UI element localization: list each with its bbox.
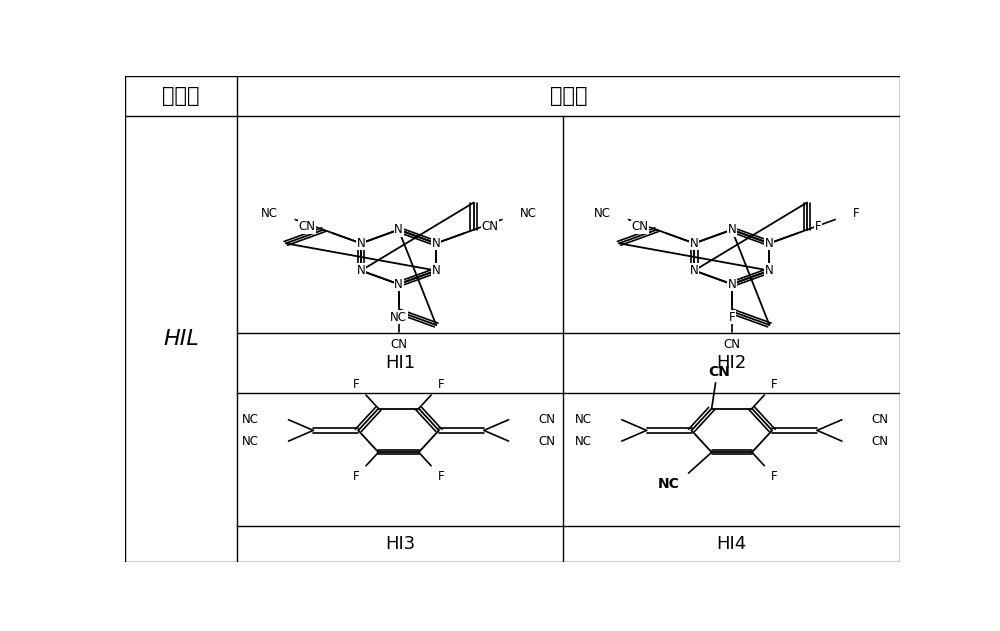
Text: N: N — [432, 237, 441, 250]
Text: CN: CN — [482, 220, 499, 233]
Text: NC: NC — [242, 413, 259, 426]
Text: HIL: HIL — [163, 329, 199, 348]
Text: HI3: HI3 — [385, 534, 415, 553]
Text: N: N — [690, 237, 699, 250]
Text: NC: NC — [658, 477, 680, 491]
Text: CN: CN — [538, 435, 555, 447]
Text: N: N — [727, 223, 736, 236]
Text: NC: NC — [390, 310, 407, 324]
Text: N: N — [765, 264, 774, 277]
Text: 功能层: 功能层 — [162, 86, 200, 105]
Text: CN: CN — [390, 338, 407, 351]
Text: N: N — [394, 223, 403, 236]
Text: CN: CN — [871, 435, 888, 447]
Text: N: N — [727, 278, 736, 291]
Text: CN: CN — [708, 365, 730, 379]
Text: NC: NC — [261, 207, 278, 220]
Text: N: N — [765, 237, 774, 250]
Text: N: N — [690, 264, 699, 277]
Text: NC: NC — [594, 207, 611, 220]
Text: NC: NC — [519, 207, 536, 220]
Text: CN: CN — [298, 220, 315, 233]
Text: HI1: HI1 — [385, 354, 415, 372]
Text: N: N — [394, 278, 403, 291]
Text: NC: NC — [575, 413, 592, 426]
Text: F: F — [815, 220, 822, 233]
Text: N: N — [357, 264, 365, 277]
Text: F: F — [771, 470, 778, 483]
Text: CN: CN — [723, 338, 740, 351]
Text: CN: CN — [538, 413, 555, 426]
Text: CN: CN — [632, 220, 649, 233]
Text: F: F — [729, 310, 735, 324]
Text: N: N — [357, 237, 365, 250]
Text: F: F — [438, 470, 445, 483]
Text: HI4: HI4 — [716, 534, 747, 553]
Text: NC: NC — [575, 435, 592, 447]
Text: N: N — [432, 264, 441, 277]
Text: 结构式: 结构式 — [550, 86, 587, 105]
Text: CN: CN — [871, 413, 888, 426]
Text: F: F — [853, 207, 859, 220]
Text: HI2: HI2 — [716, 354, 747, 372]
Text: F: F — [353, 377, 359, 391]
Text: F: F — [353, 470, 359, 483]
Text: F: F — [438, 377, 445, 391]
Text: NC: NC — [242, 435, 259, 447]
Text: F: F — [771, 377, 778, 391]
